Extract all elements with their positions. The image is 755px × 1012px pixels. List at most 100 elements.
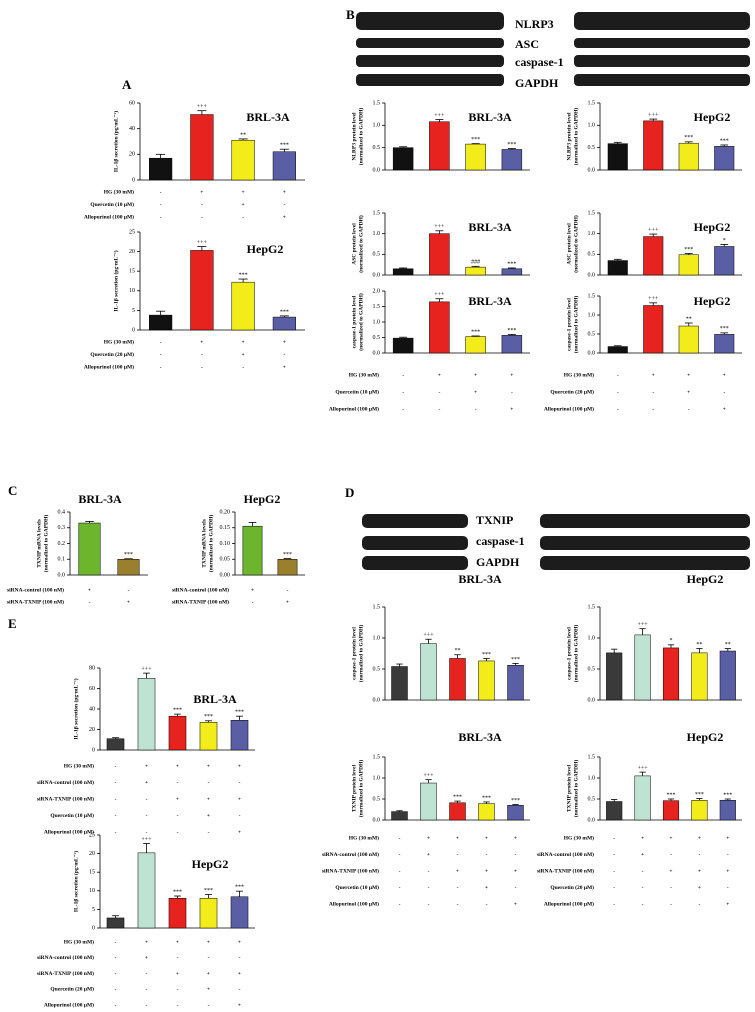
blot-band: [540, 514, 750, 528]
blot-label: GAPDH: [515, 76, 559, 90]
treatment-sign: -: [727, 852, 729, 858]
treatment-sign: +: [698, 885, 701, 891]
chart-title: BRL-3A: [468, 220, 512, 234]
chart-title: BRL-3A: [246, 110, 290, 124]
treatment-sign: +: [207, 939, 210, 945]
treatment-sign: -: [177, 780, 179, 786]
treatment-sign: -: [128, 587, 130, 593]
significance-label: **: [696, 642, 702, 648]
treatment-label: siRNA-control (100 nM): [37, 779, 94, 786]
treatment-sign: +: [238, 829, 241, 835]
y-tick-label: 10: [129, 288, 135, 294]
y-tick-label: 1.0: [588, 775, 596, 781]
treatment-sign: +: [238, 796, 241, 802]
treatment-label: Allopurinol (100 μM): [544, 900, 594, 907]
treatment-sign: +: [176, 796, 179, 802]
panel-label: D: [345, 485, 354, 500]
treatment-sign: -: [642, 868, 644, 874]
treatment-label: siRNA-control (100 nM): [537, 851, 594, 858]
bar: [272, 151, 296, 181]
treatment-label: HG (30 mM): [564, 834, 594, 841]
treatment-label: Quercetin (20 μM): [550, 388, 594, 395]
significance-label: ***: [280, 143, 289, 149]
y-tick-label: 0.20: [220, 509, 231, 515]
treatment-label: Allopurinol (100 μM): [44, 828, 94, 835]
significance-label: ***: [482, 652, 491, 658]
significance-label: ***: [239, 272, 248, 278]
significance-label: ***: [204, 714, 213, 720]
chart-title: HepG2: [687, 730, 724, 744]
chart-title: BRL-3A: [458, 730, 502, 744]
treatment-label: siRNA-control (100 nM): [322, 851, 379, 858]
significance-label: +++: [638, 622, 649, 628]
y-tick-label: 0.5: [588, 331, 596, 337]
treatment-sign: -: [457, 885, 459, 891]
y-tick-label: 1.0: [373, 635, 381, 641]
chart-title: BRL-3A: [468, 110, 512, 124]
bar: [465, 336, 486, 354]
treatment-sign: -: [115, 987, 117, 993]
treatment-label: Quercetin (20 μM): [90, 351, 134, 358]
y-tick-label: 1.5: [373, 100, 381, 106]
significance-label: **: [725, 642, 731, 648]
y-tick-label: 0.5: [373, 666, 381, 672]
chart-title: HepG2: [247, 242, 284, 256]
bar: [643, 305, 664, 354]
bar: [643, 236, 664, 276]
y-tick-label: 1.0: [588, 231, 596, 237]
panel-label: E: [8, 616, 17, 631]
bar: [231, 139, 255, 181]
bar: [190, 114, 214, 181]
panel-label: C: [8, 483, 17, 498]
blot-band: [362, 536, 468, 550]
treatment-sign: -: [242, 214, 244, 220]
blot-band: [540, 556, 750, 570]
bar: [149, 157, 173, 181]
y-tick-label: 0.0: [373, 697, 381, 703]
bar: [392, 147, 414, 171]
treatment-sign: -: [428, 901, 430, 907]
bar: [242, 525, 263, 576]
treatment-sign: +: [238, 763, 241, 769]
blot-band: [362, 556, 468, 570]
treatment-label: Quercetin (10 μM): [335, 884, 379, 891]
treatment-sign: -: [208, 955, 210, 961]
blot-band: [574, 38, 750, 48]
significance-label: ***: [235, 710, 244, 716]
treatment-sign: +: [652, 372, 655, 378]
y-tick-label: 0.0: [373, 167, 381, 173]
y-tick-label: 0.0: [373, 350, 381, 356]
y-tick-label: 0.0: [588, 272, 596, 278]
y-tick-label: 20: [89, 851, 95, 857]
treatment-sign: -: [428, 868, 430, 874]
blot-band: [574, 55, 750, 67]
treatment-sign: -: [115, 939, 117, 945]
y-axis-label: (normalized to GAPDH): [357, 760, 364, 818]
treatment-sign: -: [115, 796, 117, 802]
y-tick-label: 1.0: [588, 635, 596, 641]
treatment-sign: -: [670, 885, 672, 891]
treatment-sign: -: [177, 987, 179, 993]
treatment-sign: -: [438, 389, 440, 395]
treatment-sign: +: [485, 868, 488, 874]
treatment-sign: +: [200, 339, 203, 345]
treatment-label: siRNA-TXNIP (100 nM): [37, 795, 94, 802]
significance-label: **: [686, 316, 692, 322]
y-tick-label: 0.5: [373, 145, 381, 151]
blot-label: NLRP3: [515, 17, 554, 31]
treatment-sign: -: [160, 339, 162, 345]
treatment-sign: -: [239, 780, 241, 786]
treatment-sign: -: [642, 885, 644, 891]
bar: [606, 801, 623, 821]
treatment-sign: -: [242, 364, 244, 370]
y-tick-label: 0.5: [588, 145, 596, 151]
treatment-sign: -: [399, 885, 401, 891]
bar: [149, 314, 173, 331]
bar: [714, 146, 735, 171]
significance-label: ***: [507, 142, 516, 148]
chart-title: BRL-3A: [78, 492, 122, 506]
y-axis-label: ASC protein level: [351, 223, 357, 265]
treatment-sign: -: [208, 780, 210, 786]
treatment-sign: -: [486, 901, 488, 907]
bar: [643, 120, 664, 171]
